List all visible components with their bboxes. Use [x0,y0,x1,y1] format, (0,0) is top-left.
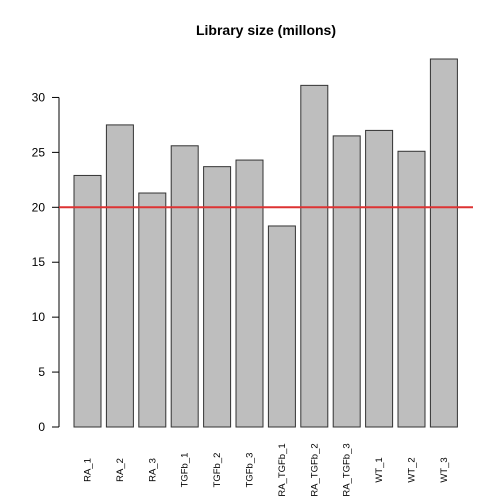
bar-RA_TGFb_1 [267,225,296,428]
x-tick-label: TGFb_3 [245,453,256,488]
x-tick-label: RA_2 [115,458,126,482]
x-tick-label: RA_1 [83,458,94,482]
bar-TGFb_1 [170,145,199,428]
y-tick-label: 10 [32,310,46,324]
bar-TGFb_2 [203,166,232,428]
bars [73,58,458,428]
y-axis: 0 5 10 15 20 25 30 [32,90,60,434]
bar-RA_TGFb_3 [332,135,361,428]
x-tick-label: WT_1 [374,457,385,482]
x-tick-label: RA_TGFb_2 [309,443,320,496]
chart-title: Library size (millons) [196,22,336,38]
bar-WT_3 [429,58,458,428]
y-tick-label: 25 [32,145,46,159]
x-tick-label: RA_TGFb_3 [342,443,353,496]
x-tick-label: RA_TGFb_1 [277,443,288,496]
x-tick-label: RA_3 [147,458,158,482]
x-tick-label: TGFb_1 [180,453,191,488]
bar-RA_1 [73,174,102,428]
y-tick-label: 20 [32,200,46,214]
bar-WT_2 [397,150,426,428]
x-tick-label: TGFb_2 [212,453,223,488]
bar-RA_TGFb_2 [300,84,329,428]
x-tick-label: WT_3 [439,457,450,482]
y-tick-label: 30 [32,90,46,104]
y-tick-label: 0 [38,420,45,434]
bar-RA_2 [105,124,134,428]
x-tick-label: WT_2 [407,457,418,482]
bar-RA_3 [138,192,167,428]
y-tick-label: 15 [32,255,46,269]
bar-TGFb_3 [235,159,264,428]
bar-WT_1 [365,129,394,428]
y-tick-label: 5 [38,365,45,379]
x-axis-labels: RA_1 RA_2 RA_3 TGFb_1 TGFb_2 TGFb_3 RA_TGFb_1 R… [83,443,450,496]
